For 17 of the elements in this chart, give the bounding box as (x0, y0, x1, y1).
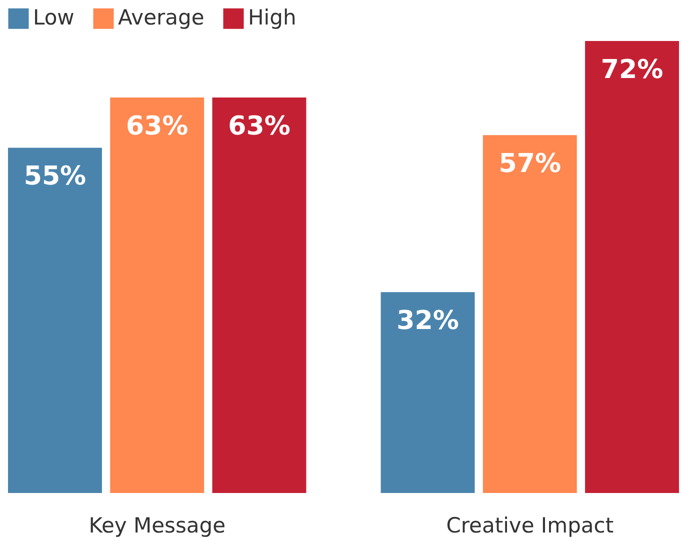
legend-label: Low (33, 6, 74, 30)
bar (212, 98, 306, 493)
data-label: 72% (600, 55, 664, 85)
data-label: 55% (24, 162, 86, 192)
data-label: 63% (228, 112, 290, 142)
legend-label: High (248, 6, 296, 30)
legend-label: Average (118, 6, 204, 30)
bar (110, 98, 204, 493)
x-tick-label: Creative Impact (446, 514, 614, 538)
data-label: 32% (396, 306, 459, 336)
data-label: 57% (498, 149, 562, 180)
bar (380, 292, 475, 493)
x-tick-label: Key Message (88, 514, 226, 538)
bar (8, 148, 102, 493)
data-label: 63% (126, 112, 188, 142)
bar (482, 135, 577, 493)
bar (585, 41, 679, 493)
